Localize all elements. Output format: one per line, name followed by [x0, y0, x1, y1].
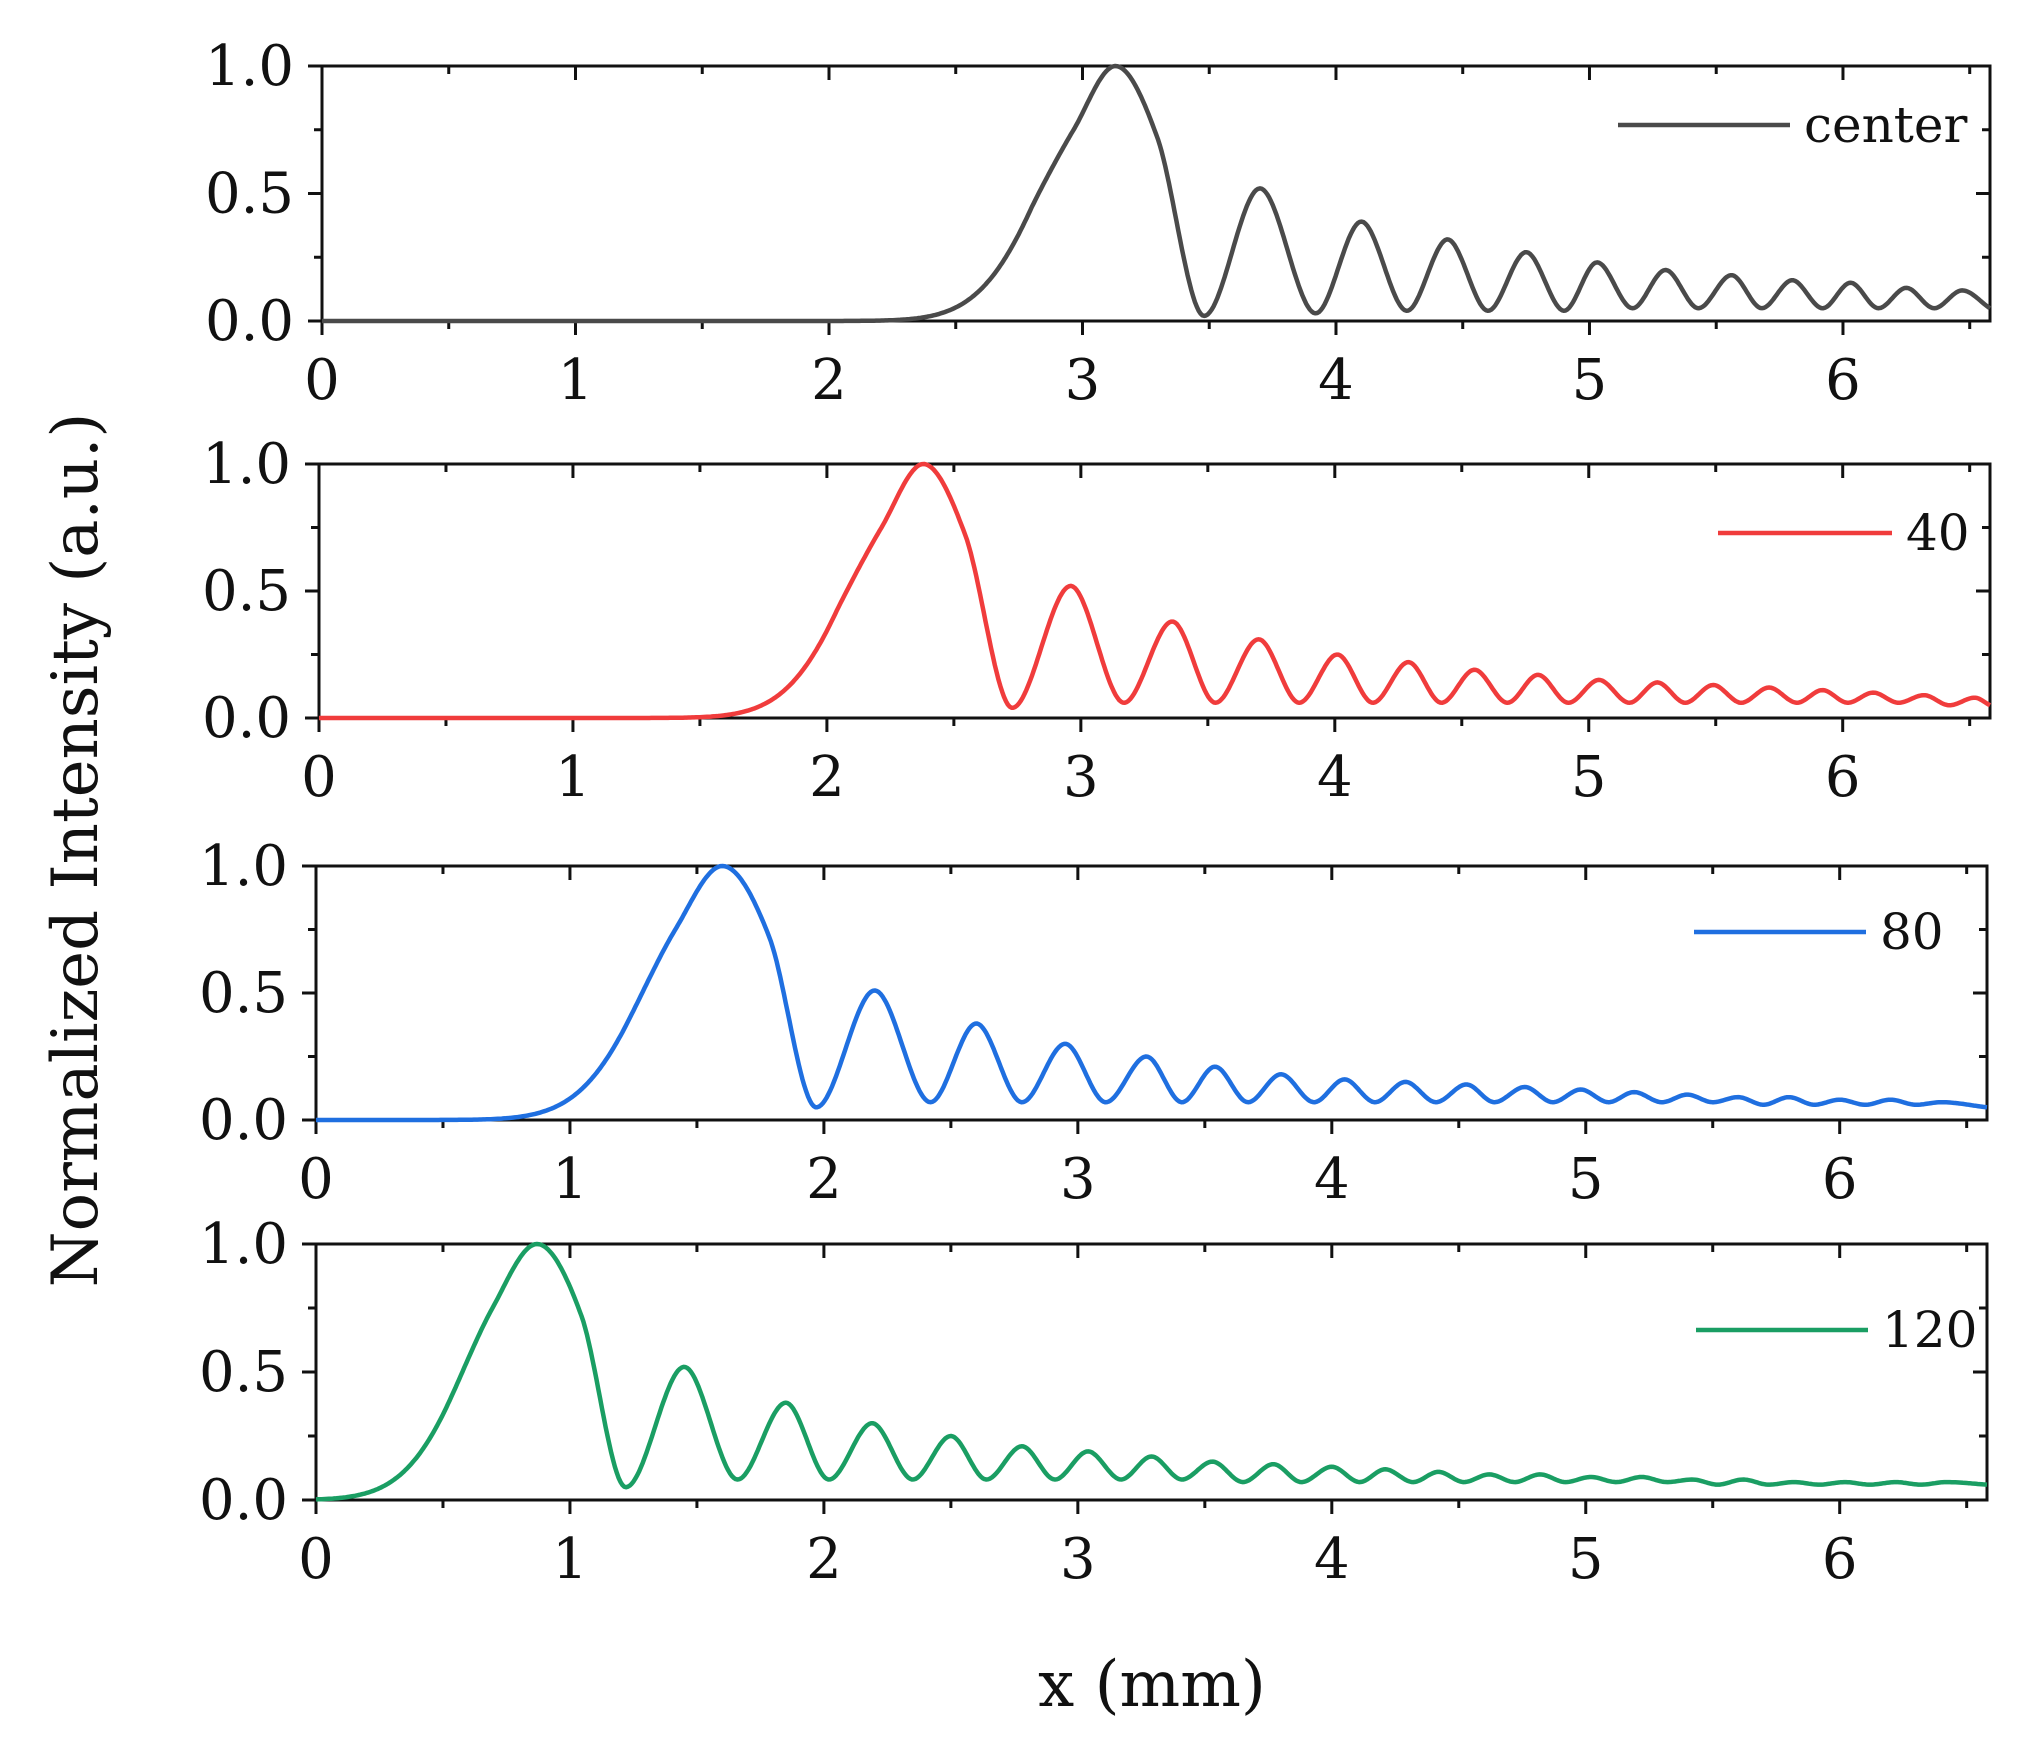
x-tick-label: 0: [301, 745, 337, 810]
y-tick-label: 0.0: [202, 686, 291, 751]
y-tick-label: 0.0: [205, 289, 294, 354]
x-tick-label: 0: [298, 1147, 334, 1212]
x-tick-label: 2: [809, 745, 845, 810]
x-axis-title: x (mm): [1038, 1648, 1266, 1722]
legend-label: 40: [1906, 504, 1970, 562]
x-tick-label: 4: [1318, 348, 1354, 413]
y-axis-title: Normalized Intensity (a.u.): [39, 413, 113, 1288]
x-tick-label: 2: [811, 348, 847, 413]
x-tick-label: 6: [1825, 348, 1861, 413]
chart-panel-40: 0 1 2 3 4 5 6 0.0 0.5 1.0 40: [202, 432, 1992, 810]
legend-label: 120: [1882, 1301, 1977, 1359]
y-tick-label: 0.5: [199, 1340, 288, 1405]
x-tick-label: 4: [1317, 745, 1353, 810]
x-tick-label: 6: [1822, 1147, 1858, 1212]
chart-panel-120: 0 1 2 3 4 5 6 0.0 0.5 1.0 120: [199, 1212, 1989, 1592]
x-tick-label: 1: [552, 1147, 588, 1212]
x-tick-label: 3: [1060, 1147, 1096, 1212]
chart-panel-80: 0 1 2 3 4 5 6 0.0 0.5 1.0 80: [199, 834, 1989, 1212]
y-tick-label: 1.0: [202, 432, 291, 497]
y-tick-label: 0.0: [199, 1088, 288, 1153]
x-tick-label: 1: [555, 745, 591, 810]
x-tick-label: 6: [1822, 1527, 1858, 1592]
series-line-center: [321, 63, 1992, 324]
x-tick-label: 0: [298, 1527, 334, 1592]
x-tick-label: 1: [558, 348, 594, 413]
y-tick-label: 0.0: [199, 1468, 288, 1533]
series-line-120: [315, 1241, 1988, 1502]
y-tick-label: 1.0: [199, 834, 288, 899]
x-tick-label: 5: [1568, 1527, 1604, 1592]
y-tick-label: 0.5: [199, 961, 288, 1026]
x-tick-label: 3: [1063, 745, 1099, 810]
series-line-80: [315, 863, 1988, 1123]
series-line-40: [318, 461, 1992, 721]
y-tick-label: 0.5: [205, 162, 294, 227]
x-tick-label: 5: [1571, 745, 1607, 810]
x-tick-label: 3: [1065, 348, 1101, 413]
plot-frame: [317, 462, 1992, 720]
x-tick-label: 2: [806, 1527, 842, 1592]
x-tick-label: 2: [806, 1147, 842, 1212]
x-tick-label: 3: [1060, 1527, 1096, 1592]
y-tick-label: 1.0: [199, 1212, 288, 1277]
x-tick-label: 0: [304, 348, 340, 413]
x-tick-label: 4: [1314, 1147, 1350, 1212]
plot-frame: [314, 864, 1989, 1122]
x-tick-label: 4: [1314, 1527, 1350, 1592]
legend-label: 80: [1880, 903, 1944, 961]
legend-label: center: [1804, 96, 1967, 154]
y-tick-label: 1.0: [205, 34, 294, 99]
x-tick-label: 5: [1572, 348, 1608, 413]
y-tick-label: 0.5: [202, 559, 291, 624]
x-tick-label: 5: [1568, 1147, 1604, 1212]
x-tick-label: 1: [552, 1527, 588, 1592]
chart-panel-center: 0 1 2 3 4 5 6 0.0 0.5 1.0 center: [205, 34, 1992, 413]
x-tick-label: 6: [1825, 745, 1861, 810]
